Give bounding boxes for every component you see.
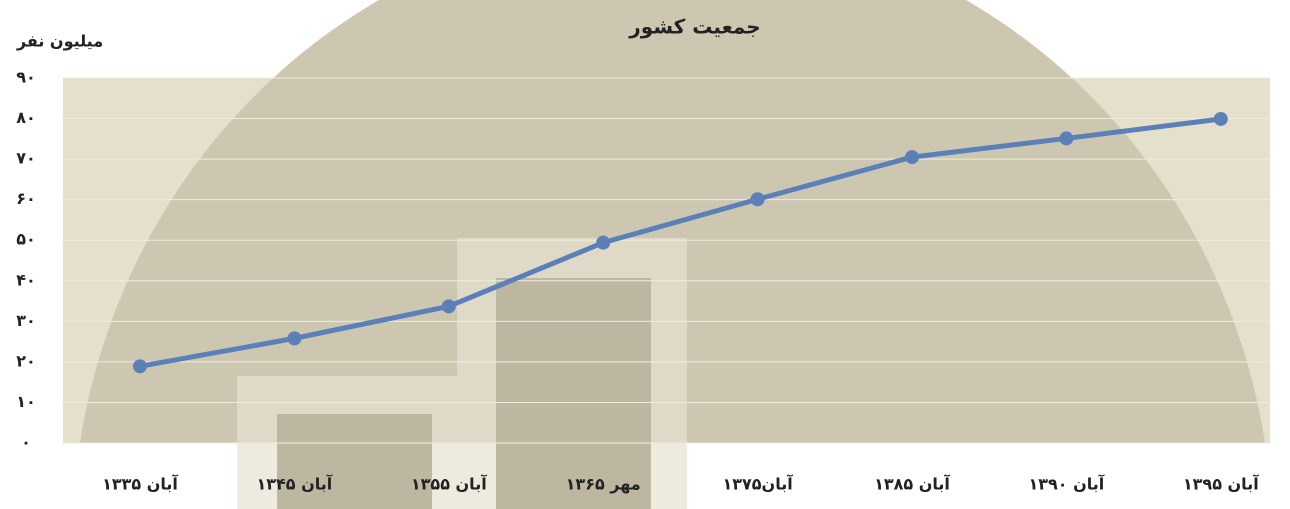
y-tick-label: ۴۰ bbox=[16, 270, 36, 289]
data-point bbox=[905, 150, 919, 165]
data-point bbox=[441, 299, 456, 314]
y-tick-label: ۲۰ bbox=[16, 351, 36, 370]
y-axis-label: میلیون نفر bbox=[16, 32, 103, 51]
grid bbox=[63, 77, 1270, 444]
data-point bbox=[287, 331, 302, 346]
data-point bbox=[750, 192, 765, 207]
y-tick-label: ۹۰ bbox=[16, 68, 36, 87]
data-point bbox=[1213, 111, 1228, 126]
x-tick-label: آبان ۱۳۴۵ bbox=[257, 474, 333, 494]
data-point bbox=[133, 359, 147, 374]
y-tick-label: ۸۰ bbox=[16, 108, 36, 127]
data-point bbox=[1059, 131, 1074, 146]
x-tick-label: آبان ۱۳۹۵ bbox=[1183, 474, 1259, 494]
watermark-block bbox=[496, 278, 651, 509]
x-tick-label: آبان ۱۳۳۵ bbox=[102, 474, 178, 494]
x-tick-label: آبان ۱۳۵۵ bbox=[411, 474, 487, 494]
y-tick-label: ۳۰ bbox=[16, 311, 36, 330]
y-tick-label: ۰ bbox=[21, 433, 31, 452]
x-tick-label: آبان ۱۳۹۰ bbox=[1029, 474, 1105, 494]
y-tick-label: ۷۰ bbox=[16, 149, 36, 168]
data-point bbox=[596, 235, 611, 250]
x-tick-label: مهر ۱۳۶۵ bbox=[566, 475, 641, 494]
x-tick-label: آبان۱۳۷۵ bbox=[722, 474, 793, 494]
watermark-block bbox=[277, 414, 432, 509]
data-line bbox=[139, 116, 1222, 369]
y-tick-label: ۵۰ bbox=[16, 230, 36, 249]
x-tick-label: آبان ۱۳۸۵ bbox=[874, 474, 950, 494]
chart-title: جمعیت کشور bbox=[628, 15, 760, 39]
y-tick-label: ۶۰ bbox=[16, 189, 36, 208]
y-tick-label: ۱۰ bbox=[16, 392, 36, 411]
